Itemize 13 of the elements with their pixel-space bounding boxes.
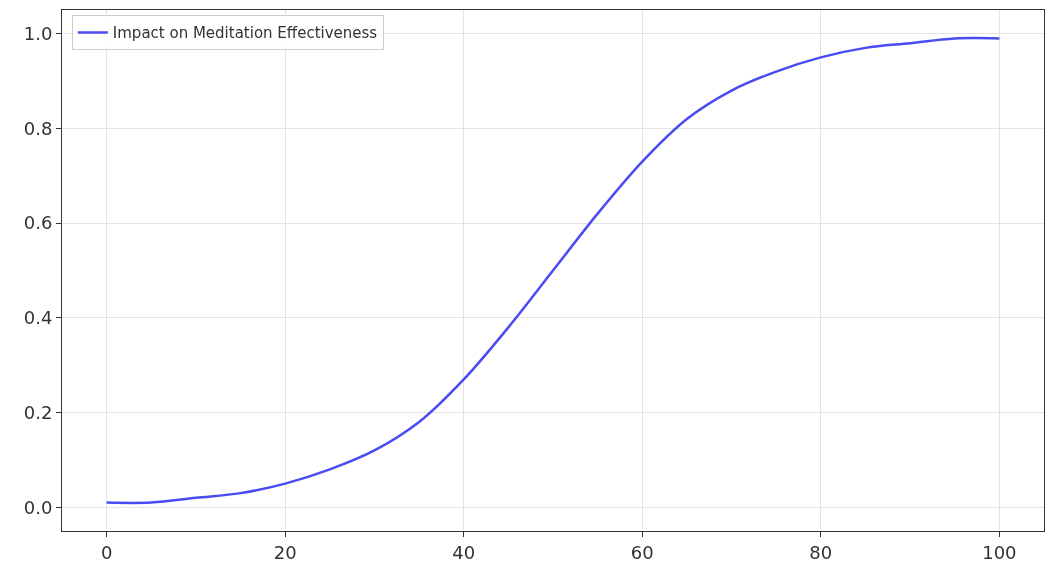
legend-label: Impact on Meditation Effectiveness xyxy=(112,24,378,43)
x-tick-label: 40 xyxy=(452,541,476,563)
x-tick-label: 80 xyxy=(809,541,833,563)
x-tick-label: 20 xyxy=(273,541,297,563)
y-tick-label: 0.8 xyxy=(23,117,53,139)
x-tick-label: 60 xyxy=(630,541,654,563)
x-tick-label: 0 xyxy=(100,541,113,563)
y-tick-label: 0.6 xyxy=(23,212,53,234)
y-tick-label: 0.4 xyxy=(23,307,53,329)
y-tick-label: 1.0 xyxy=(23,22,53,44)
y-tick-label: 0.0 xyxy=(23,496,53,518)
x-tick-label: 100 xyxy=(982,541,1017,563)
y-tick-label: 0.2 xyxy=(23,401,53,423)
